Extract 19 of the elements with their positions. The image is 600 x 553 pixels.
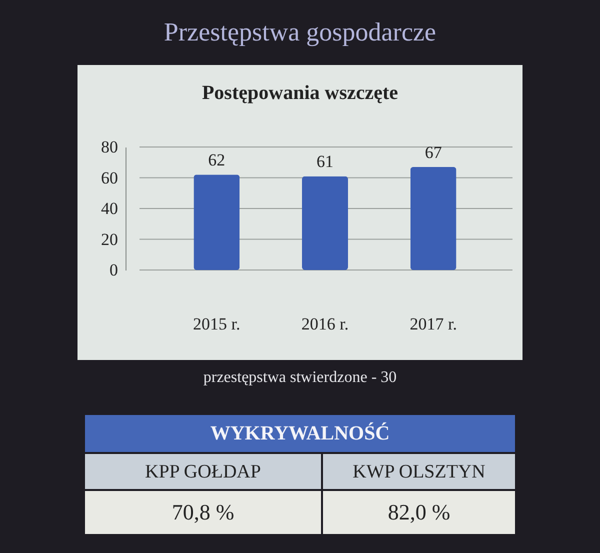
data-label: 62 [208,150,226,170]
data-label: 61 [316,152,334,172]
text: 70,8 % [172,500,234,524]
y-tick-label: 40 [101,199,118,218]
y-tick-label: 20 [101,230,118,249]
x-tick-label: 2016 r. [301,314,349,334]
text: KPP GOŁDAP [145,462,261,482]
x-tick-label: 2015 r. [193,314,240,334]
data-label: 67 [424,142,442,162]
y-tick-label: 0 [110,260,118,280]
text: przestępstwa stwierdzone - 30 [203,369,397,386]
chart-subtitle: Postępowania wszczęte [202,82,398,104]
text: 82,0 % [388,500,450,524]
text: WYKRYWALNOŚĆ [210,422,390,444]
y-tick-label: 80 [101,138,118,156]
x-tick-label: 2017 r. [410,314,457,334]
y-tick-label: 60 [101,168,118,188]
text: KWP OLSZTYN [352,462,486,482]
chart-title: Przestępstwa gospodarcze [164,18,436,46]
